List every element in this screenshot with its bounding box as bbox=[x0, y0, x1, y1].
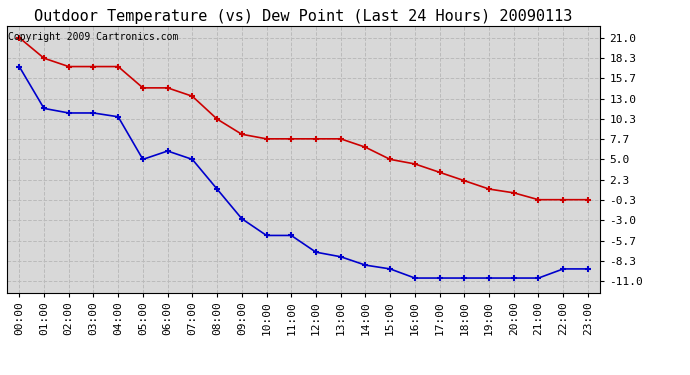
Text: Copyright 2009 Cartronics.com: Copyright 2009 Cartronics.com bbox=[8, 32, 179, 42]
Title: Outdoor Temperature (vs) Dew Point (Last 24 Hours) 20090113: Outdoor Temperature (vs) Dew Point (Last… bbox=[34, 9, 573, 24]
